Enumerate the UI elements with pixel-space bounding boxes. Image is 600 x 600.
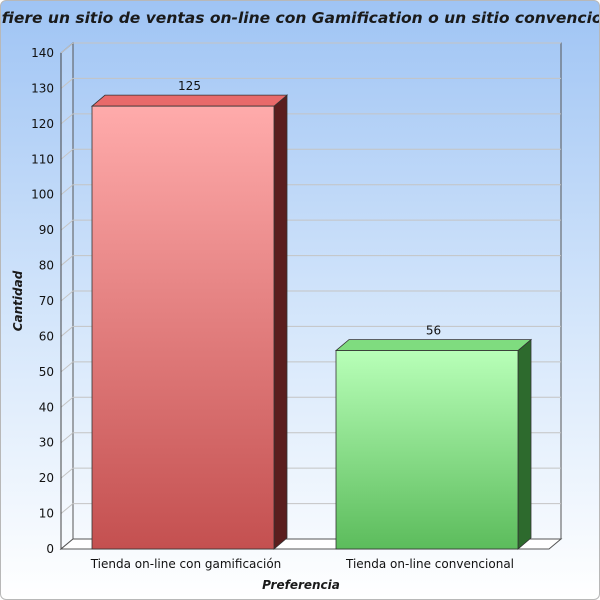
data-label: 56 xyxy=(426,324,441,338)
gridline-side xyxy=(60,326,74,337)
gridline-side xyxy=(60,432,74,444)
gridline-side xyxy=(60,148,74,160)
y-tick-label: 40 xyxy=(39,400,54,414)
chart-title: ¿Prefiere un sitio de ventas on-line con… xyxy=(1,9,600,27)
y-tick-label: 10 xyxy=(39,507,54,521)
y-tick-label: 120 xyxy=(31,117,54,131)
gridline-side xyxy=(60,255,74,266)
gridline-side xyxy=(60,503,74,514)
y-tick-label: 30 xyxy=(39,436,54,450)
x-tick-label: Tienda on-line convencional xyxy=(345,557,514,571)
y-tick-label: 140 xyxy=(31,46,54,60)
y-tick-label: 70 xyxy=(39,294,54,308)
gridline-side xyxy=(60,184,74,196)
bar-top xyxy=(90,94,289,107)
bar-side xyxy=(273,94,288,550)
bar-side xyxy=(517,338,532,550)
y-tick-label: 110 xyxy=(31,152,54,166)
plot-area: 0 10 20 30 40 50 60 70 80 90 100 110 120 130 140 125 Tie… xyxy=(31,41,563,571)
gridline-side xyxy=(60,78,74,89)
y-tick-label: 80 xyxy=(39,259,54,273)
y-tick-label: 60 xyxy=(39,329,54,343)
gridline-side xyxy=(60,467,74,479)
y-tick-label: 20 xyxy=(39,471,54,485)
x-axis-title: Preferencia xyxy=(262,578,340,592)
gridline-side xyxy=(60,42,74,54)
y-tick-label: 90 xyxy=(39,223,54,237)
gridline-side xyxy=(60,219,74,231)
y-tick-label: 0 xyxy=(46,542,54,556)
gridline-side xyxy=(60,113,74,125)
bar xyxy=(335,350,519,550)
y-axis-title: Cantidad xyxy=(11,270,25,331)
y-tick-label: 100 xyxy=(31,188,54,202)
bar-top xyxy=(334,339,533,352)
gridline-side xyxy=(60,290,74,302)
data-label: 125 xyxy=(178,79,201,93)
gridline-side xyxy=(60,361,74,373)
x-tick-label: Tienda on-line con gamificación xyxy=(90,557,282,571)
gridline-side xyxy=(60,396,74,408)
bar xyxy=(91,105,275,550)
y-tick-label: 130 xyxy=(31,81,54,95)
y-tick-label: 50 xyxy=(39,365,54,379)
